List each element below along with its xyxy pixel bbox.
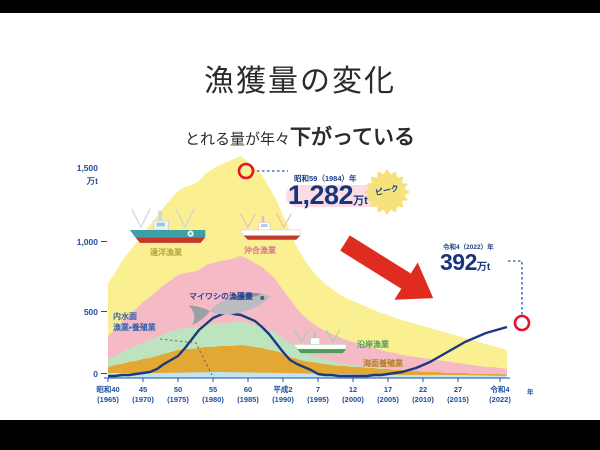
- current-value-unit: 万t: [476, 262, 491, 273]
- sardine-catch-line: [108, 310, 508, 378]
- line-label-sardine: マイワシの漁獲量: [189, 292, 253, 301]
- x-axis-tick-0: 昭和40 (1965): [96, 385, 120, 405]
- y-tick-500: [101, 311, 107, 312]
- x-axis-tick-10: 27 (2015): [447, 385, 469, 405]
- peak-ring-marker: [237, 162, 255, 180]
- subtitle-part-b: 下がっている: [290, 126, 415, 149]
- current-year-label: 令和4（2022）年: [443, 244, 494, 251]
- presentation-slide: 漁獲量の変化 とれる量が年々下がっている 1,500 万t 1,000 500 …: [0, 13, 600, 420]
- x-axis-tick-3: 55 (1980): [202, 385, 224, 405]
- area-inland-water: [108, 372, 507, 378]
- current-ring-marker: [513, 314, 531, 332]
- x-axis-tick-1: 45 (1970): [132, 385, 154, 405]
- peak-value-number: 1,282: [288, 180, 354, 210]
- peak-badge-starburst: [363, 168, 411, 216]
- area-label-marine-aquaculture: 海面養殖業: [363, 359, 403, 368]
- inland-leader-line: [159, 338, 213, 376]
- area-label-coastal: 沿岸漁業: [357, 340, 389, 349]
- x-axis-tick-9: 22 (2010): [412, 385, 434, 405]
- y-axis-label-500: 500: [83, 307, 98, 317]
- distant-water-trawler: [129, 208, 206, 243]
- page-title: 漁獲量の変化: [204, 65, 396, 98]
- x-axis-tick-7: 12 (2000): [342, 385, 364, 405]
- offshore-fishing-boat: [239, 213, 301, 240]
- x-axis-ticks: [107, 378, 501, 382]
- x-axis-tick-2: 50 (1975): [167, 385, 189, 405]
- subtitle-part-a: とれる量が年々: [185, 131, 291, 148]
- peak-year-label: 昭和59（1984）年: [294, 174, 357, 183]
- chart-plot-area: [104, 156, 531, 382]
- x-axis-tick-5: 平成2 (1990): [272, 385, 294, 405]
- area-label-offshore: 沖合漁業: [244, 246, 276, 255]
- x-axis-tick-4: 60 (1985): [237, 385, 259, 405]
- peak-value-unit: 万t: [353, 195, 368, 207]
- y-axis-label-1500: 1,500: [76, 163, 98, 173]
- y-tick-1000: [101, 241, 107, 242]
- current-value-number: 392: [440, 249, 477, 275]
- area-marine-aquaculture: [108, 345, 507, 378]
- peak-value: 1,282万t: [288, 180, 368, 211]
- area-label-distant-water: 遠洋漁業: [150, 248, 182, 257]
- red-down-arrow: [340, 235, 434, 300]
- sardine-fish: [188, 293, 271, 326]
- x-axis-unit: 年: [527, 389, 534, 396]
- area-label-inland-water: 内水面 漁業・養殖業: [113, 312, 156, 333]
- current-leader-line: [508, 260, 523, 316]
- y-axis-label-1000: 1,000: [76, 237, 98, 247]
- coastal-fishing-boat: [292, 329, 347, 354]
- y-tick-0: [101, 373, 107, 374]
- slide-subtitle: とれる量が年々下がっている: [0, 121, 600, 151]
- y-axis-unit: 万t: [86, 176, 98, 186]
- x-axis-tick-11: 令和4 (2022): [489, 385, 511, 405]
- current-value: 392万t: [440, 249, 490, 276]
- y-axis-label-0: 0: [93, 369, 98, 379]
- fishery-catch-area-chart: 1,500 万t 1,000 500 0: [0, 143, 600, 418]
- x-axis-tick-6: 7 (1995): [307, 385, 329, 405]
- x-axis-tick-8: 17 (2005): [377, 385, 399, 405]
